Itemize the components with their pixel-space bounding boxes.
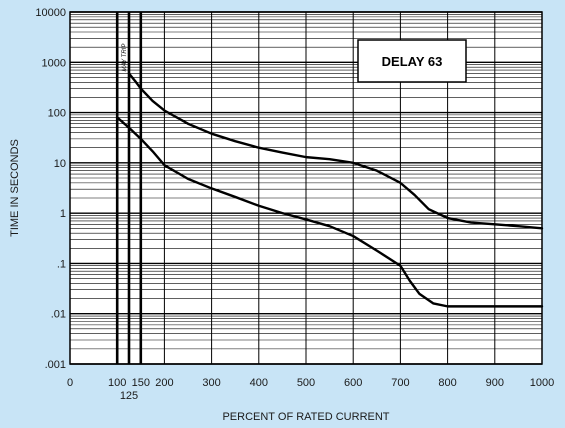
x-tick-label: 700 <box>391 377 409 389</box>
series-layer <box>116 72 544 308</box>
plot-frame <box>69 11 543 365</box>
x-tick-label: 400 <box>250 377 268 389</box>
x-tick-label: 200 <box>155 377 173 389</box>
y-tick-label: 10000 <box>35 7 66 19</box>
x-tick-label: 150 <box>132 377 150 389</box>
x-tick-label: 800 <box>438 377 456 389</box>
y-tick-label: .01 <box>51 309 66 321</box>
x-axis-ticks: 0 100 150 200 300 400 500 600 700 800 900 1000 125 <box>67 377 554 402</box>
x-tick-label: 900 <box>486 377 504 389</box>
x-tick-label: 300 <box>202 377 220 389</box>
x-tick-label: 100 <box>108 377 126 389</box>
x-tick-label: 0 <box>67 377 73 389</box>
legend-label: DELAY 63 <box>382 54 443 69</box>
x-tick-label: 1000 <box>530 377 554 389</box>
y-axis-ticks: .001 .01 .1 1 10 100 1000 10000 <box>35 7 66 371</box>
x-tick-label: 125 <box>120 390 138 402</box>
y-tick-label: .1 <box>57 258 66 270</box>
x-axis-title: PERCENT OF RATED CURRENT <box>222 411 389 423</box>
y-axis-title: TIME IN SECONDS <box>9 139 21 237</box>
x-tick-label: 500 <box>297 377 315 389</box>
y-tick-label: .001 <box>45 359 66 371</box>
series-line-2 <box>116 116 544 308</box>
may-trip-label: MAY TRIP <box>122 44 128 72</box>
legend-box: DELAY 63 <box>357 39 467 83</box>
series-line-1 <box>127 72 544 230</box>
y-tick-label: 1000 <box>42 57 66 69</box>
x-tick-label: 600 <box>344 377 362 389</box>
y-tick-label: 1 <box>60 208 66 220</box>
y-tick-label: 100 <box>48 108 66 120</box>
y-tick-label: 10 <box>54 158 66 170</box>
reference-lines <box>115 12 143 364</box>
annotation-layer: MAY TRIP <box>122 44 130 118</box>
